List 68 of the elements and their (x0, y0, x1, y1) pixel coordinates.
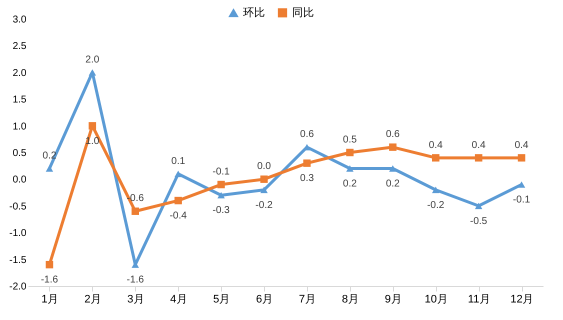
data-label: 0.4 (514, 140, 529, 151)
y-tick-label: -2.0 (9, 282, 27, 292)
point (303, 159, 311, 167)
data-label: 0.6 (300, 129, 314, 140)
point (389, 143, 396, 151)
x-tick-label: 2月 (84, 294, 102, 306)
point (174, 196, 182, 204)
data-label: 0.4 (472, 140, 486, 151)
data-label: 0.3 (300, 173, 314, 184)
point (217, 180, 225, 188)
x-tick-label: 9月 (384, 294, 402, 306)
data-label: 0.5 (342, 134, 358, 146)
x-tick-label: 1月 (41, 294, 59, 306)
point (474, 202, 482, 210)
data-label: -1.6 (126, 274, 144, 286)
point (518, 154, 526, 162)
data-label: 0.1 (171, 156, 186, 167)
point (346, 165, 354, 172)
data-label: 0.0 (257, 161, 272, 172)
y-tick-label: 0.5 (12, 148, 27, 159)
x-tick-label: 5月 (213, 294, 230, 306)
point (217, 192, 225, 198)
legend-label: 同比 (292, 6, 314, 19)
x-tick-label: 12月 (510, 294, 534, 306)
x-tick-label: 4月 (170, 294, 188, 306)
x-tick-label: 6月 (256, 294, 274, 306)
data-label: -0.5 (470, 216, 488, 227)
y-tick-label: 1.0 (12, 121, 27, 132)
data-label: -0.2 (427, 200, 445, 211)
data-label: -0.1 (212, 166, 230, 178)
y-tick-label: 3.0 (12, 14, 27, 26)
point (46, 165, 54, 172)
y-tick-label: -0.5 (9, 201, 27, 212)
point (432, 154, 440, 162)
x-tick-label: 3月 (127, 294, 144, 306)
x-tick-label: 11月 (468, 294, 490, 306)
data-label: 0.6 (386, 129, 400, 140)
y-tick-label: 0.0 (12, 174, 27, 186)
data-label: 0.2 (386, 178, 400, 190)
data-label: -0.4 (170, 210, 188, 222)
data-label: -0.1 (512, 194, 531, 206)
y-tick-label: -1.0 (9, 228, 27, 240)
data-label: 0.4 (428, 140, 444, 151)
y-tick-label: 1.5 (12, 94, 27, 106)
data-label: -0.3 (212, 205, 230, 216)
point (474, 154, 482, 162)
point (46, 260, 54, 268)
data-label: -0.2 (255, 200, 274, 211)
point (88, 69, 96, 76)
point (346, 148, 354, 156)
x-tick-label: 7月 (298, 294, 316, 306)
data-label: 2.0 (85, 54, 100, 66)
y-tick-label: -1.5 (9, 254, 27, 266)
point (88, 122, 96, 130)
point (132, 208, 139, 215)
y-tick-label: 2.5 (12, 41, 27, 52)
data-label: 0.2 (342, 178, 358, 190)
legend-label: 环比 (243, 6, 265, 20)
point (260, 186, 268, 194)
point (174, 170, 182, 178)
x-tick-label: 8月 (342, 294, 359, 306)
point (260, 175, 268, 183)
y-tick-label: 2.0 (12, 68, 27, 79)
point (389, 165, 396, 172)
data-label: -1.6 (40, 274, 59, 286)
point (518, 181, 526, 188)
point (432, 186, 440, 194)
x-tick-label: 10月 (424, 294, 448, 306)
